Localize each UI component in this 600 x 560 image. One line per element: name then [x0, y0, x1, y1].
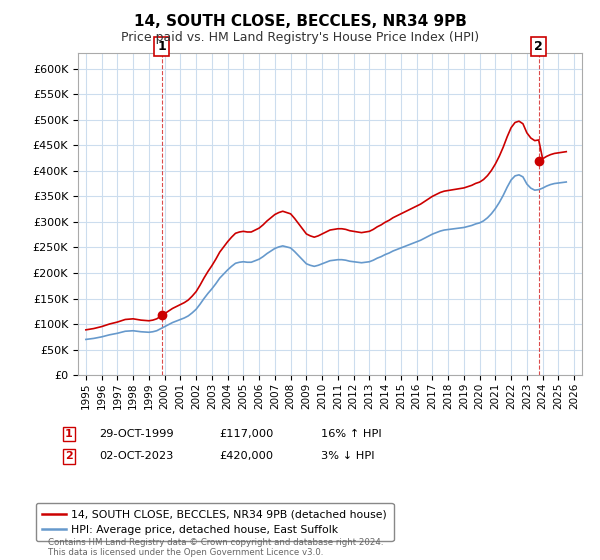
Text: 16% ↑ HPI: 16% ↑ HPI [321, 429, 382, 439]
Text: 2: 2 [65, 451, 73, 461]
Text: 2: 2 [535, 40, 543, 53]
Text: 1: 1 [65, 429, 73, 439]
Text: 29-OCT-1999: 29-OCT-1999 [99, 429, 173, 439]
Text: Contains HM Land Registry data © Crown copyright and database right 2024.
This d: Contains HM Land Registry data © Crown c… [48, 538, 383, 557]
Text: Price paid vs. HM Land Registry's House Price Index (HPI): Price paid vs. HM Land Registry's House … [121, 31, 479, 44]
Text: 14, SOUTH CLOSE, BECCLES, NR34 9PB: 14, SOUTH CLOSE, BECCLES, NR34 9PB [134, 14, 466, 29]
Text: 3% ↓ HPI: 3% ↓ HPI [321, 451, 374, 461]
Text: £420,000: £420,000 [219, 451, 273, 461]
Text: £117,000: £117,000 [219, 429, 274, 439]
Text: 02-OCT-2023: 02-OCT-2023 [99, 451, 173, 461]
Text: 1: 1 [158, 40, 166, 53]
Legend: 14, SOUTH CLOSE, BECCLES, NR34 9PB (detached house), HPI: Average price, detache: 14, SOUTH CLOSE, BECCLES, NR34 9PB (deta… [35, 503, 394, 542]
